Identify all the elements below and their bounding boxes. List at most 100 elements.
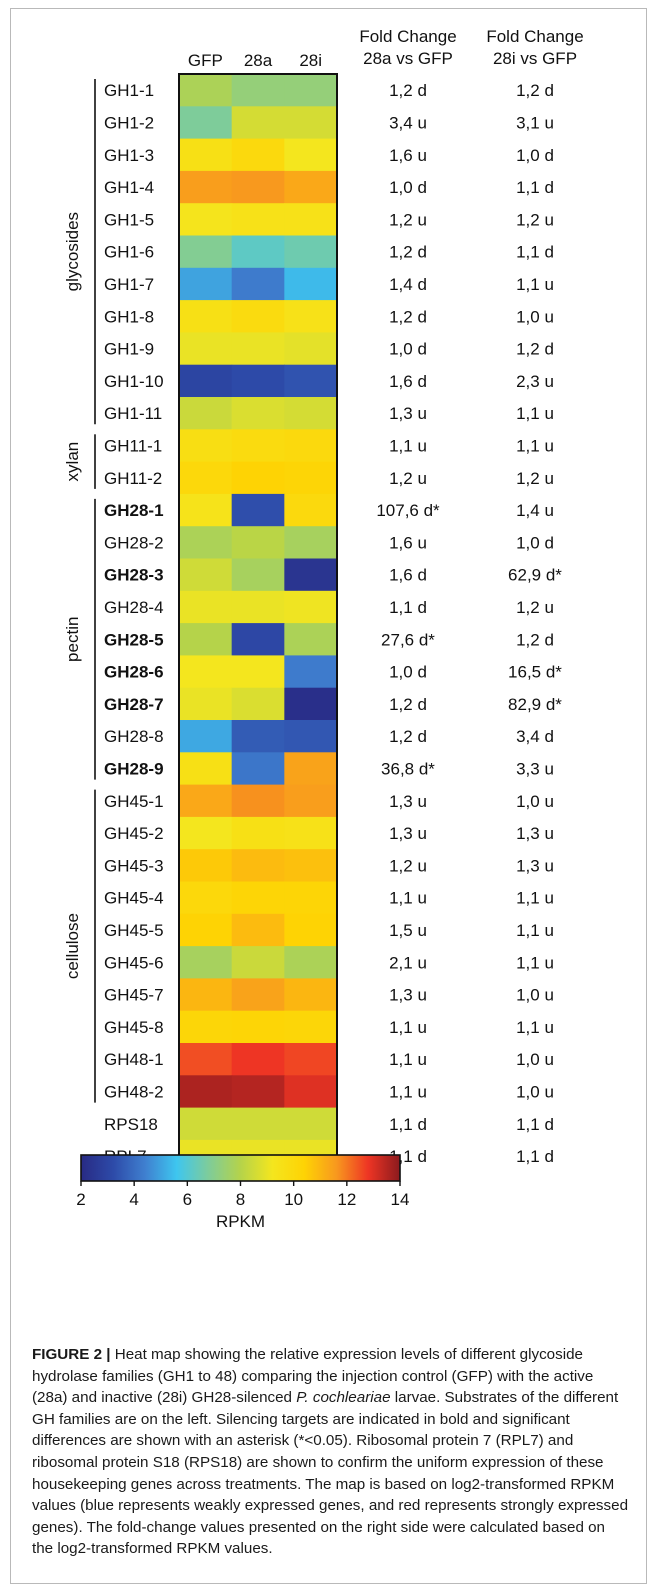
fold-change-28i: 1,0 u	[516, 307, 554, 326]
heatmap-cell	[179, 203, 233, 237]
figure-frame	[10, 8, 647, 1584]
group-label-glycosides: glycosides	[63, 212, 82, 291]
heatmap-cell	[284, 946, 338, 979]
heatmap-cell	[231, 881, 285, 915]
heatmap-cell	[284, 720, 338, 753]
colorbar-tick-label: 10	[284, 1190, 303, 1209]
heatmap-cell	[179, 720, 233, 753]
heatmap-cell	[179, 784, 233, 818]
heatmap-cell	[179, 526, 233, 560]
fold-change-28i: 1,1 d	[516, 243, 554, 262]
fold-change-28a: 3,4 u	[389, 113, 427, 132]
heatmap-cell	[179, 138, 233, 172]
heatmap-cell	[179, 816, 233, 850]
heatmap-cell	[284, 1075, 338, 1109]
heatmap-cell	[179, 364, 233, 398]
heatmap-cell	[284, 397, 338, 430]
fold-change-28i: 1,2 u	[516, 210, 554, 229]
heatmap-cell	[179, 849, 233, 883]
column-header-gfp: GFP	[188, 51, 223, 70]
heatmap-cell	[284, 493, 338, 527]
fold-change-28a: 1,1 u	[389, 1082, 427, 1101]
heatmap-cell	[231, 816, 285, 850]
heatmap-cell	[284, 849, 338, 883]
caption-text-2: larvae. Substrates of the different GH f…	[32, 1389, 629, 1558]
fold-change-28a: 1,2 d	[389, 307, 427, 326]
heatmap-cell	[284, 138, 338, 172]
row-label: GH45-7	[104, 986, 164, 1005]
fold-change-28i: 1,0 d	[516, 146, 554, 165]
heatmap-cell	[284, 1043, 338, 1076]
fold-change-28a: 1,6 d	[389, 566, 427, 585]
fold-change-28i: 1,2 d	[516, 340, 554, 359]
heatmap-cell	[231, 526, 285, 560]
fold-change-28i: 1,3 u	[516, 856, 554, 875]
fold-change-28a: 1,1 u	[389, 1018, 427, 1037]
heatmap-cell	[179, 1075, 233, 1109]
heatmap-cell	[231, 978, 285, 1012]
heatmap-cell	[231, 493, 285, 527]
fold-change-28a: 1,3 u	[389, 986, 427, 1005]
row-label: GH1-8	[104, 307, 154, 326]
row-label: GH45-8	[104, 1018, 164, 1037]
heatmap-cell	[179, 267, 233, 301]
heatmap-cell	[179, 74, 233, 107]
heatmap-cell	[284, 461, 338, 495]
heatmap-cell	[179, 493, 233, 527]
heatmap-cell	[284, 74, 338, 107]
fold-change-28i: 1,2 u	[516, 598, 554, 617]
row-label: GH1-6	[104, 243, 154, 262]
heatmap-cell	[284, 235, 338, 269]
fold-change-28i: 1,0 u	[516, 1050, 554, 1069]
heatmap-cell	[284, 784, 338, 818]
heatmap-cell	[231, 558, 285, 592]
heatmap-cell	[284, 558, 338, 592]
colorbar-tick-label: 2	[76, 1190, 85, 1209]
heatmap-cell	[231, 1010, 285, 1044]
heatmap-cell	[231, 429, 285, 463]
fold-change-28a: 1,4 d	[389, 275, 427, 294]
heatmap-cell	[231, 623, 285, 656]
row-label: GH45-6	[104, 953, 164, 972]
fold-change-28a: 1,2 d	[389, 81, 427, 100]
heatmap-cell	[231, 1075, 285, 1109]
row-label: GH11-2	[104, 469, 162, 488]
heatmap-cell	[179, 752, 233, 786]
heatmap-cell	[231, 913, 285, 947]
row-label: GH1-4	[104, 178, 154, 197]
fold-change-28a: 1,3 u	[389, 792, 427, 811]
heatmap-cell	[179, 300, 233, 333]
row-label: GH28-3	[104, 566, 164, 585]
fold-change-28i: 2,3 u	[516, 372, 554, 391]
heatmap-cell	[284, 816, 338, 850]
fold-change-28i: 1,1 d	[516, 178, 554, 197]
row-label: GH45-2	[104, 824, 164, 843]
row-label: GH1-7	[104, 275, 154, 294]
fold-change-28a: 107,6 d*	[376, 501, 440, 520]
fold-change-28i: 1,2 d	[516, 630, 554, 649]
fold-change-28a: 1,2 d	[389, 243, 427, 262]
heatmap-cell	[231, 946, 285, 979]
colorbar-tick-label: 8	[236, 1190, 245, 1209]
fold-change-28i: 3,4 d	[516, 727, 554, 746]
heatmap-cell	[179, 655, 233, 689]
heatmap-cell	[284, 687, 338, 721]
fold-header-1-line1: Fold Change	[359, 27, 456, 46]
heatmap-cell	[231, 461, 285, 495]
heatmap-cell	[179, 590, 233, 624]
heatmap-cell	[284, 1010, 338, 1044]
heatmap-cell	[179, 106, 233, 140]
row-label: GH28-8	[104, 727, 164, 746]
heatmap-cell	[231, 720, 285, 753]
caption-text-1: Heat map showing the relative expression…	[32, 1346, 594, 1407]
fold-change-28a: 1,3 u	[389, 404, 427, 423]
fold-change-28i: 1,1 d	[516, 1115, 554, 1134]
heatmap-cell	[284, 623, 338, 656]
fold-change-28i: 1,2 d	[516, 81, 554, 100]
column-header-28a: 28a	[244, 51, 273, 70]
fold-change-28a: 1,0 d	[389, 178, 427, 197]
heatmap-cell	[179, 1043, 233, 1076]
heatmap-cell	[231, 364, 285, 398]
heatmap-cell	[179, 913, 233, 947]
row-label: GH1-3	[104, 146, 154, 165]
